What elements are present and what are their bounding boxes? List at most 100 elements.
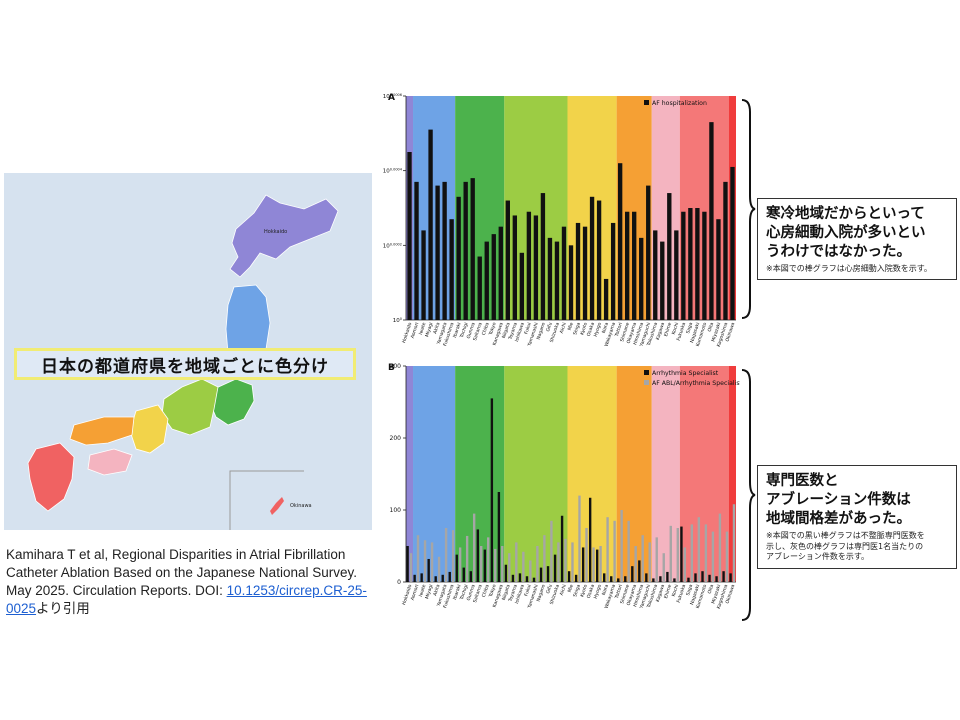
bar-af-abl-arrhythmia-specialist-hokkaido [409, 553, 413, 582]
x-tick-label-ehime: Ehime [663, 322, 673, 338]
x-tick-label-toyama: Toyama [507, 322, 519, 342]
bar-af-abl-arrhythmia-specialist-kagoshima [725, 531, 729, 582]
bar-niigata [505, 200, 510, 320]
bar-arrhythmia-specialist-kanagawa [497, 492, 501, 582]
bar-af-abl-arrhythmia-specialist-miyagi [430, 542, 434, 582]
bar-arrhythmia-specialist-yamanashi [532, 577, 536, 582]
x-tick-label-gifu: Gifu [545, 584, 554, 595]
doi-link[interactable]: 10.1253/circrep.CR-25-0025 [6, 583, 367, 616]
bar-arrhythmia-specialist-akita [434, 576, 437, 582]
bar-af-abl-arrhythmia-specialist-yamaguchi [648, 542, 651, 582]
bar-af-abl-arrhythmia-specialist-yamanashi [536, 546, 539, 582]
legend-swatch-af-hospitalization [644, 100, 649, 105]
x-tick-label-mie: Mie [567, 584, 575, 594]
bar-arrhythmia-specialist-miyazaki [715, 576, 718, 582]
map-label-hokkaido: Hokkaido [264, 229, 287, 235]
x-tick-label-aichi: Aichi [559, 584, 568, 596]
x-tick-label-oita: Oita [707, 322, 716, 333]
bar-arrhythmia-specialist-fukui [525, 576, 529, 582]
chart-a: A100.0006100.0004100.0002100HokkaidoAomo… [383, 93, 737, 348]
bar-okinawa [730, 166, 735, 320]
x-tick-label-ishikawa: Ishikawa [514, 322, 526, 343]
bar-kanagawa [498, 226, 503, 320]
bar-nagasaki [695, 208, 700, 320]
bar-arrhythmia-specialist-oita [708, 574, 711, 582]
map-okinawa [270, 497, 284, 515]
bar-kumamoto [702, 211, 707, 320]
bar-af-abl-arrhythmia-specialist-ishikawa [522, 551, 525, 582]
bar-arrhythmia-specialist-shiga [574, 574, 578, 582]
bar-af-abl-arrhythmia-specialist-kyoto [585, 528, 588, 582]
chart-b: B0100200300HokkaidoAomoriIwateMiyagiAkit… [388, 363, 740, 610]
x-tick-label-nagano: Nagano [536, 322, 547, 341]
x-tick-label-chiba: Chiba [481, 322, 491, 337]
bar-fukui [526, 211, 532, 320]
bar-af-abl-arrhythmia-specialist-toyama [515, 542, 518, 582]
bar-af-abl-arrhythmia-specialist-hyogo [599, 546, 602, 582]
x-tick-label-shimane: Shimane [619, 322, 631, 343]
bar-arrhythmia-specialist-miyagi [427, 558, 430, 582]
bar-arrhythmia-specialist-kyoto [581, 547, 585, 582]
bar-af-abl-arrhythmia-specialist-akita [437, 556, 441, 582]
brace-b [741, 369, 756, 621]
bar-okayama [632, 211, 637, 320]
bar-yamanashi [533, 215, 539, 320]
bar-nagano [540, 193, 546, 320]
bar-af-abl-arrhythmia-specialist-gifu [550, 520, 553, 582]
note-b-main: 専門医数と アブレーション件数は 地域間格差があった。 [766, 473, 911, 527]
bar-arrhythmia-specialist-tottori [617, 578, 620, 582]
bar-af-abl-arrhythmia-specialist-niigata [508, 553, 511, 582]
x-tick-label-kochi: Kochi [671, 322, 681, 336]
x-tick-label-saitama: Saitama [472, 584, 484, 604]
panel-label-b: B [388, 363, 395, 373]
y-tick-label: 300 [390, 363, 402, 370]
x-tick-label-shiga: Shiga [572, 584, 582, 598]
bar-af-abl-arrhythmia-specialist-oita [711, 531, 715, 582]
x-tick-label-miyazaki: Miyazaki [710, 322, 722, 343]
bar-arrhythmia-specialist-chiba [483, 549, 487, 582]
bar-af-abl-arrhythmia-specialist-osaka [592, 547, 595, 582]
region-band-hokkaido [406, 366, 414, 582]
bar-af-abl-arrhythmia-specialist-tottori [620, 510, 623, 582]
bar-arrhythmia-specialist-hokkaido [406, 546, 409, 582]
bar-arrhythmia-specialist-nagasaki [694, 573, 697, 582]
x-tick-label-kyoto: Kyoto [579, 322, 589, 336]
bar-chiba [484, 241, 489, 320]
okinawa-inset-frame [229, 470, 304, 530]
x-tick-label-nagano: Nagano [536, 584, 547, 603]
bar-gifu [547, 237, 553, 320]
bar-af-abl-arrhythmia-specialist-nagasaki [697, 517, 701, 582]
legend-label-af-abl-arrhythmia-specialist: AF ABL/Arrhythmia Specialist [652, 380, 740, 387]
region-band-kyushu [679, 366, 729, 582]
x-tick-label-kyoto: Kyoto [579, 584, 589, 598]
bar-arrhythmia-specialist-yamaguchi [645, 573, 648, 582]
x-tick-label-hyogo: Hyogo [593, 584, 603, 600]
bar-af-abl-arrhythmia-specialist-shimane [627, 520, 630, 582]
x-tick-label-kagawa: Kagawa [655, 322, 666, 341]
bar-hokkaido [407, 152, 412, 320]
brace-a [741, 99, 756, 319]
x-tick-label-saga: Saga [685, 322, 694, 335]
x-tick-label-ibaraki: Ibaraki [452, 584, 463, 601]
bar-arrhythmia-specialist-wakayama [610, 576, 613, 582]
bar-arrhythmia-specialist-toyama [511, 574, 515, 582]
charts: A100.0006100.0004100.0002100HokkaidoAomo… [383, 93, 740, 610]
x-tick-label-saga: Saga [685, 584, 694, 597]
bar-af-abl-arrhythmia-specialist-tokushima [655, 537, 658, 582]
bar-kochi [674, 230, 679, 320]
x-tick-label-ehime: Ehime [663, 584, 673, 600]
bar-fukuoka [681, 211, 686, 320]
bar-af-abl-arrhythmia-specialist-fukuoka [683, 547, 687, 582]
citation-suffix: より引用 [36, 601, 90, 616]
bar-af-abl-arrhythmia-specialist-fukushima [451, 530, 455, 582]
bar-arrhythmia-specialist-gifu [546, 566, 550, 582]
note-b-sub: ※本図での黒い棒グラフは不整脈専門医数を 示し、灰色の棒グラフは専門医1名当たり… [766, 531, 925, 561]
bar-aichi [561, 226, 567, 320]
y-tick-label: 0 [397, 579, 401, 586]
bar-af-abl-arrhythmia-specialist-iwate [423, 540, 427, 582]
bar-hiroshima [639, 237, 644, 320]
map-shikoku [87, 448, 133, 476]
bar-af-abl-arrhythmia-specialist-gunma [472, 513, 476, 582]
bar-arrhythmia-specialist-kagawa [659, 576, 662, 582]
x-tick-label-niigata: Niigata [501, 584, 512, 602]
